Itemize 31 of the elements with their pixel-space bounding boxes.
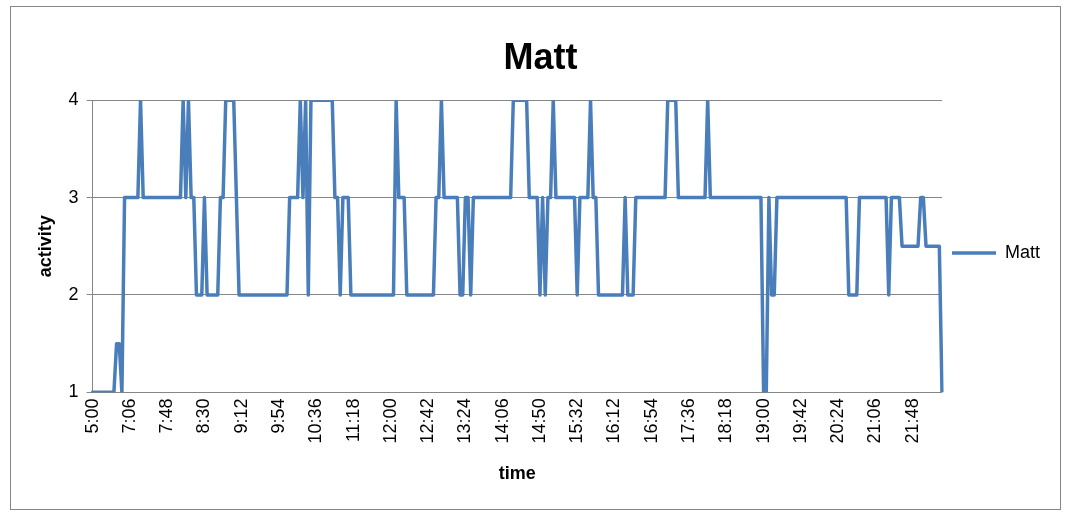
x-tick-label: 16:54 bbox=[640, 398, 661, 444]
x-tick-label: 9:54 bbox=[267, 398, 288, 434]
x-axis-title: time bbox=[498, 463, 536, 484]
x-tick-label: 19:00 bbox=[752, 398, 773, 444]
x-tick-label: 16:12 bbox=[603, 398, 624, 444]
x-tick-label: 13:24 bbox=[454, 398, 475, 444]
y-tick-label: 3 bbox=[68, 186, 79, 207]
x-tick-label: 12:00 bbox=[379, 398, 400, 444]
y-axis-title: activity bbox=[34, 215, 55, 278]
x-tick-label: 20:24 bbox=[827, 398, 848, 444]
x-tick-label: 15:32 bbox=[566, 398, 587, 444]
x-tick-label: 12:42 bbox=[417, 398, 438, 444]
x-tick-label: 21:48 bbox=[901, 398, 922, 444]
x-tick-label: 7:48 bbox=[156, 398, 177, 434]
y-tick-label: 1 bbox=[68, 381, 79, 402]
x-tick-label: 18:18 bbox=[715, 398, 736, 444]
x-tick-label: 5:00 bbox=[81, 398, 102, 434]
x-tick-label: 17:36 bbox=[678, 398, 699, 444]
x-tick-label: 9:12 bbox=[230, 398, 251, 434]
x-tick-label: 10:36 bbox=[305, 398, 326, 444]
x-tick-label: 14:50 bbox=[528, 398, 549, 444]
legend-label: Matt bbox=[1004, 241, 1041, 262]
chart-title: Matt bbox=[503, 35, 578, 77]
x-tick-label: 11:18 bbox=[342, 398, 363, 443]
x-tick-label: 21:06 bbox=[864, 398, 885, 444]
x-tick-label: 14:06 bbox=[491, 398, 512, 444]
x-tick-label: 19:42 bbox=[789, 398, 810, 444]
x-tick-label: 7:06 bbox=[118, 398, 139, 434]
x-tick-label: 8:30 bbox=[193, 398, 214, 434]
y-tick-label: 2 bbox=[68, 283, 79, 304]
y-tick-label: 4 bbox=[68, 89, 79, 110]
